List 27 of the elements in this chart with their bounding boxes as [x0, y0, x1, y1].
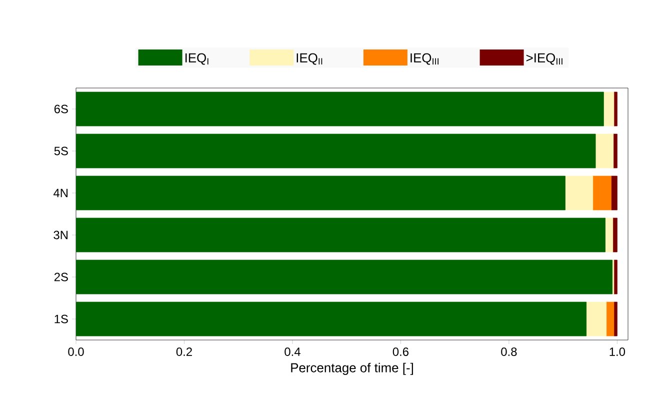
bar — [595, 134, 614, 168]
bar — [592, 176, 612, 210]
y-tick-label: 6S — [54, 104, 68, 114]
bar — [586, 302, 607, 336]
bar — [613, 134, 618, 168]
bar — [611, 176, 618, 210]
legend-label: IEQ$_{II}$ — [296, 53, 322, 65]
bar — [605, 218, 614, 252]
x-tick-label: 0.6 — [392, 348, 408, 356]
y-tick-label: 5S — [54, 146, 68, 156]
bar — [603, 92, 614, 126]
x-tick-label: 0.4 — [284, 348, 300, 356]
legend-label: IEQ$_{I}$ — [185, 53, 208, 65]
y-tick-label: 3N — [54, 230, 68, 240]
y-tick-label: 1S — [54, 314, 68, 324]
x-tick-label: 0.8 — [501, 348, 517, 356]
legend-label: IEQ$_{III}$ — [410, 53, 438, 65]
x-axis-title: Percentage of time [-] — [291, 362, 413, 375]
y-tick-label: 4N — [53, 188, 68, 198]
x-tick-label: 0.2 — [176, 348, 192, 356]
bar — [606, 302, 614, 336]
bar — [612, 218, 618, 252]
bar — [565, 176, 594, 210]
legend-label: >IEQ$_{III}$ — [526, 53, 562, 65]
x-tick-label: 1.0 — [610, 348, 626, 356]
y-tick-label: 2S — [54, 272, 68, 282]
x-tick-label: 0.0 — [68, 348, 84, 356]
